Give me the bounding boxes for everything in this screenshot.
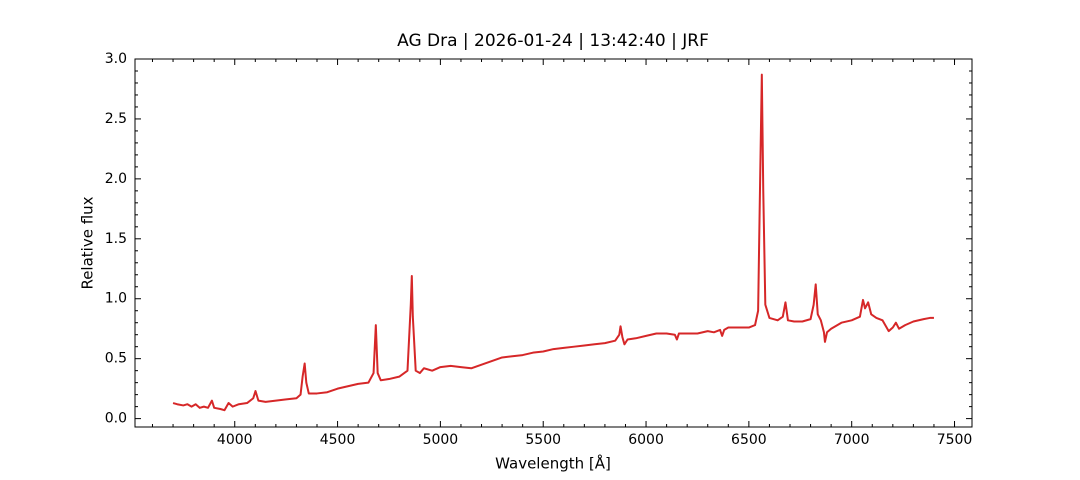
x-tick-label: 7500 [937, 432, 973, 448]
y-tick-label: 0.5 [105, 351, 127, 367]
x-tick-label: 5500 [525, 432, 561, 448]
x-tick-label: 4000 [217, 432, 253, 448]
x-axis-label: Wavelength [Å] [495, 454, 611, 473]
x-tick-label: 4500 [320, 432, 356, 448]
x-tick-label: 6000 [628, 432, 664, 448]
y-tick-label: 1.5 [105, 231, 127, 247]
y-tick-label: 2.5 [105, 111, 127, 127]
x-tick-label: 5000 [423, 432, 459, 448]
spectrum-line [172, 73, 934, 412]
y-axis-label: Relative flux [79, 196, 97, 289]
y-tick-label: 1.0 [105, 291, 127, 307]
y-tick-label: 0.0 [105, 411, 127, 427]
y-tick-label: 2.0 [105, 171, 127, 187]
y-tick-label: 3.0 [105, 51, 127, 67]
x-tick-label: 6500 [731, 432, 767, 448]
chart-title: AG Dra | 2026-01-24 | 13:42:40 | JRF [397, 31, 709, 51]
plot-frame [134, 58, 973, 428]
x-tick-label: 7000 [834, 432, 870, 448]
